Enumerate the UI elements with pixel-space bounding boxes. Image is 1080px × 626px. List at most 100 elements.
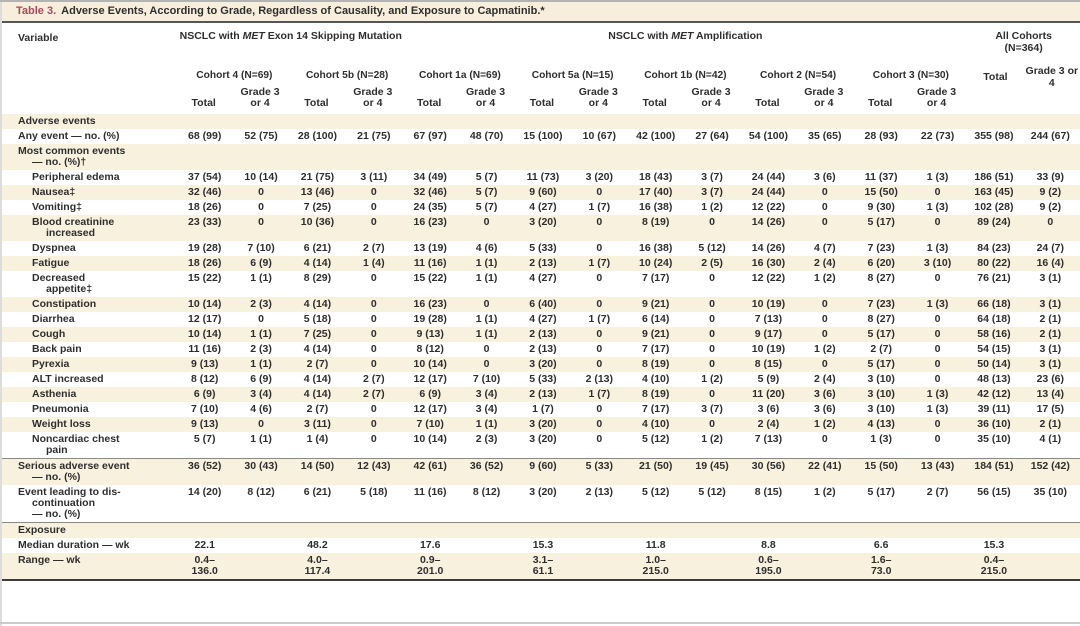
- value-cell: 0: [572, 431, 629, 458]
- value-cell: 10 (36): [290, 214, 348, 241]
- value-cell: 1 (1): [234, 326, 291, 342]
- value-cell: [910, 537, 968, 553]
- value-cell: 0: [234, 199, 291, 215]
- value-cell: 0: [798, 214, 855, 241]
- value-cell: 4 (27): [516, 270, 573, 297]
- value-cell: 16 (38): [629, 199, 686, 215]
- value-cell: 0: [347, 431, 404, 458]
- value-cell: 10 (14): [178, 296, 235, 312]
- value-cell: 0: [685, 311, 742, 327]
- value-cell: 0: [572, 356, 629, 372]
- value-cell: 5 (18): [290, 311, 348, 327]
- value-cell: [798, 552, 855, 581]
- value-cell: 34 (49): [403, 169, 460, 185]
- value-cell: 15 (22): [403, 270, 460, 297]
- value-cell: 0: [910, 184, 968, 200]
- value-cell: 3 (10): [854, 371, 911, 387]
- value-cell: 19 (45): [685, 457, 742, 485]
- data-row: Pneumonia 7 (10) 4 (6) 2 (7) 0 12 (17) 3 (4) 1 …: [2, 401, 1080, 417]
- page-bottom-edge: [0, 622, 1080, 624]
- value-cell: 24 (35): [403, 199, 460, 215]
- value-cell: 0: [459, 214, 517, 241]
- value-cell: 8 (27): [854, 311, 911, 327]
- value-cell: 19 (28): [178, 240, 235, 256]
- value-cell: 3 (6): [798, 169, 855, 185]
- value-cell: 8 (19): [629, 214, 686, 241]
- row-label: Pyrexia: [2, 356, 178, 372]
- value-cell: 10 (14): [403, 356, 460, 372]
- value-cell: 6 (14): [629, 311, 686, 327]
- value-cell: 8 (19): [629, 386, 686, 402]
- row-label: ALT increased: [2, 371, 178, 387]
- row-label: Range — wk: [2, 552, 178, 581]
- value-cell: 9 (17): [741, 326, 799, 342]
- value-cell: 32 (46): [403, 184, 460, 200]
- value-cell: 2 (1): [1023, 311, 1080, 327]
- value-cell: 244 (67): [1023, 128, 1080, 144]
- value-cell: 10 (14): [403, 431, 460, 458]
- value-cell: 0.6– 195.0: [741, 552, 799, 581]
- value-cell: 3 (11): [290, 416, 348, 432]
- value-cell: 0: [572, 401, 629, 417]
- value-cell: 39 (11): [967, 401, 1024, 417]
- value-cell: 8.8: [741, 537, 799, 553]
- data-row: Fatigue 18 (26) 6 (9) 4 (14) 1 (4) 11 (16) 1 (…: [2, 255, 1080, 271]
- cohort-3-header: Cohort 3 (N=30): [854, 56, 968, 85]
- value-cell: 0: [910, 270, 968, 297]
- value-cell: 9 (21): [629, 326, 686, 342]
- value-cell: 4 (6): [459, 240, 517, 256]
- value-cell: 0: [798, 326, 855, 342]
- value-cell: 6.6: [854, 537, 911, 553]
- value-cell: [910, 143, 968, 170]
- value-cell: 3 (6): [798, 401, 855, 417]
- row-label: Blood creatinine increased: [2, 214, 178, 241]
- value-cell: 2 (3): [234, 296, 291, 312]
- value-cell: 3 (20): [516, 416, 573, 432]
- section-row: Exposure: [2, 521, 1080, 538]
- value-cell: 30 (56): [741, 457, 799, 485]
- value-cell: 0.4– 215.0: [967, 552, 1024, 581]
- value-cell: 5 (12): [685, 484, 742, 522]
- value-cell: 32 (46): [178, 184, 235, 200]
- value-cell: 4 (27): [516, 199, 573, 215]
- value-cell: 5 (7): [459, 169, 517, 185]
- value-cell: 0: [798, 431, 855, 458]
- value-cell: 28 (100): [290, 128, 348, 144]
- total-header: Total: [178, 84, 235, 114]
- value-cell: 12 (17): [178, 311, 235, 327]
- grade-header: Grade 3 or 4: [910, 84, 968, 114]
- value-cell: 1 (7): [572, 255, 629, 271]
- value-cell: 36 (10): [967, 416, 1024, 432]
- value-cell: 9 (60): [516, 457, 573, 485]
- value-cell: 3 (20): [516, 484, 573, 522]
- value-cell: [572, 143, 629, 170]
- value-cell: [854, 143, 911, 170]
- value-cell: [459, 537, 517, 553]
- value-cell: 102 (28): [967, 199, 1024, 215]
- value-cell: 5 (17): [854, 214, 911, 241]
- grade-header: Grade 3 or 4: [798, 84, 855, 114]
- value-cell: 0: [685, 356, 742, 372]
- total-header: Total: [290, 84, 348, 114]
- value-cell: 1 (3): [910, 240, 968, 256]
- value-cell: 0: [572, 184, 629, 200]
- value-cell: [798, 537, 855, 553]
- value-cell: 2 (13): [516, 386, 573, 402]
- value-cell: 24 (44): [741, 184, 799, 200]
- value-cell: 6 (9): [234, 255, 291, 271]
- value-cell: 1 (3): [910, 386, 968, 402]
- value-cell: 0: [572, 326, 629, 342]
- value-cell: 10 (19): [741, 341, 799, 357]
- value-cell: 2 (4): [798, 371, 855, 387]
- value-cell: 9 (13): [178, 416, 235, 432]
- value-cell: 8 (15): [741, 484, 799, 522]
- value-cell: 15 (50): [854, 457, 911, 485]
- value-cell: 1.6– 73.0: [854, 552, 911, 581]
- value-cell: 1 (3): [910, 199, 968, 215]
- value-cell: 0: [347, 326, 404, 342]
- group-header-amplification: NSCLC with MET Amplification: [403, 23, 968, 56]
- value-cell: 2 (3): [234, 341, 291, 357]
- value-cell: 7 (17): [629, 341, 686, 357]
- value-cell: 12 (17): [403, 401, 460, 417]
- value-cell: 8 (27): [854, 270, 911, 297]
